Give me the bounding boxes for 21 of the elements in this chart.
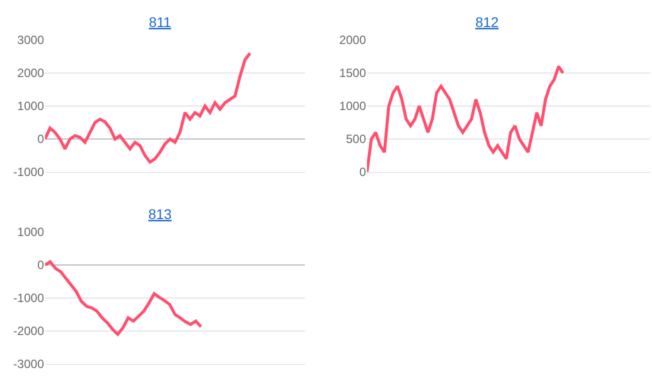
- y-tick-label: -3000: [13, 357, 44, 372]
- y-tick-label: 2000: [339, 33, 366, 48]
- line-series: [45, 260, 202, 336]
- y-tick-label: -2000: [13, 324, 44, 338]
- y-tick-label: 1000: [339, 99, 366, 114]
- y-tick-label: 3000: [17, 33, 44, 48]
- chart-title: 813: [148, 206, 172, 222]
- y-tick-label: 500: [346, 132, 366, 146]
- y-tick-label: 2000: [17, 66, 44, 80]
- line-series: [45, 52, 252, 164]
- y-tick-label: 1500: [339, 66, 366, 80]
- y-tick-label: 0: [359, 165, 366, 180]
- chart-title: 811: [148, 14, 172, 30]
- y-tick-label: 0: [37, 132, 44, 146]
- y-tick-label: 1000: [17, 225, 44, 240]
- y-tick-label: -1000: [13, 291, 44, 306]
- chart-title: 812: [475, 14, 499, 30]
- line-series: [367, 64, 564, 172]
- y-tick-label: 0: [37, 258, 44, 272]
- y-tick-label: -1000: [13, 165, 44, 180]
- y-tick-label: 1000: [17, 99, 44, 114]
